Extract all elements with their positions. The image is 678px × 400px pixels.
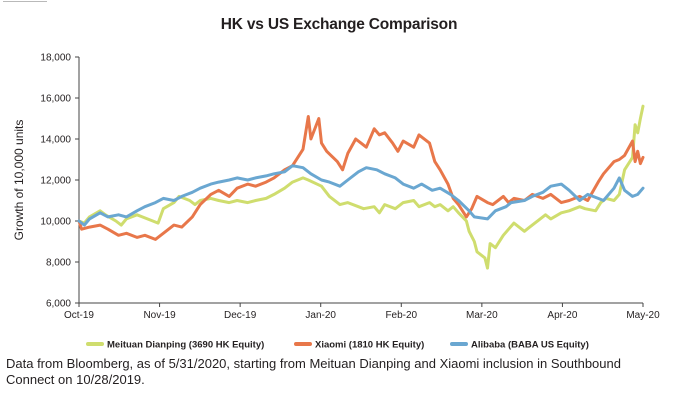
top-rule bbox=[3, 1, 47, 2]
x-tick-label: Nov-19 bbox=[143, 310, 176, 321]
chart-title: HK vs US Exchange Comparison bbox=[220, 16, 458, 33]
chart-legend: Meituan Dianping (3690 HK Equity) Xiaomi … bbox=[86, 340, 589, 351]
series-line-3 bbox=[77, 164, 645, 227]
series-line-1 bbox=[77, 104, 645, 270]
chart-axes: 6,000 8,000 10,000 12,000 14,000 16,000 18,000… bbox=[12, 53, 660, 322]
y-tick-label: 12,000 bbox=[40, 176, 71, 187]
x-tick-label: Apr-20 bbox=[547, 310, 577, 321]
y-tick-label: 8,000 bbox=[46, 258, 71, 269]
y-tick-label: 14,000 bbox=[40, 135, 71, 146]
legend-label: Alibaba (BABA US Equity) bbox=[471, 340, 589, 351]
legend-label: Meituan Dianping (3690 HK Equity) bbox=[107, 340, 264, 351]
x-tick-label: Feb-20 bbox=[385, 310, 417, 321]
y-tick-label: 10,000 bbox=[40, 217, 71, 228]
x-tick-label: Mar-20 bbox=[466, 310, 498, 321]
legend-label: Xiaomi (1810 HK Equity) bbox=[315, 340, 424, 351]
x-tick-label: May-20 bbox=[626, 310, 660, 321]
x-tick-label: Oct-19 bbox=[64, 310, 94, 321]
y-tick-label: 16,000 bbox=[40, 94, 71, 105]
y-axis-label: Growth of 10,000 units bbox=[12, 120, 26, 241]
series-line-2 bbox=[77, 115, 645, 241]
chart-series-layer bbox=[77, 104, 645, 270]
x-tick-label: Dec-19 bbox=[224, 310, 257, 321]
y-tick-label: 18,000 bbox=[40, 53, 71, 64]
source-footnote: Data from Bloomberg, as of 5/31/2020, st… bbox=[6, 356, 621, 387]
y-tick-label: 6,000 bbox=[46, 299, 71, 310]
x-tick-label: Jan-20 bbox=[305, 310, 336, 321]
